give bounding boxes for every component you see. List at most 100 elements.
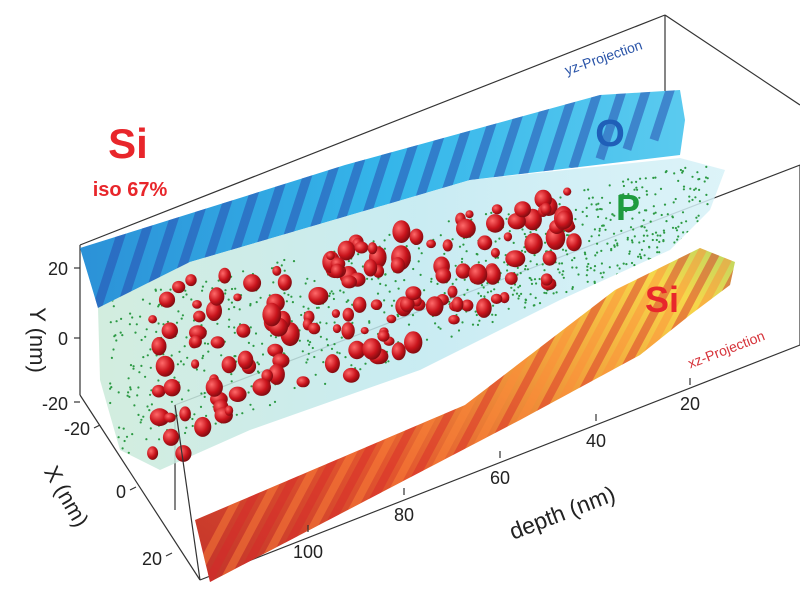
phosphorus-atom	[693, 188, 696, 191]
phosphorus-atom	[566, 234, 569, 237]
phosphorus-atom	[654, 231, 658, 234]
phosphorus-atom	[291, 301, 294, 304]
phosphorus-atom	[663, 231, 666, 234]
phosphorus-atom	[691, 175, 694, 178]
phosphorus-atom	[562, 270, 565, 273]
xz-density-stripe	[533, 267, 621, 421]
si-cluster	[164, 412, 176, 423]
phosphorus-atom	[628, 250, 631, 253]
si-cluster	[404, 331, 423, 354]
phosphorus-atom	[673, 241, 676, 244]
phosphorus-atom	[643, 226, 646, 229]
phosphorus-atom	[252, 344, 255, 347]
depth-tick-label: 20	[680, 394, 700, 414]
si-cluster	[206, 300, 222, 321]
si-cluster	[221, 356, 237, 374]
phosphorus-atom	[623, 196, 627, 199]
phosphorus-atom	[274, 336, 277, 339]
phosphorus-atom	[149, 348, 152, 351]
phosphorus-atom	[383, 239, 386, 242]
phosphorus-atom	[545, 292, 548, 295]
depth-tick-label: 100	[293, 542, 323, 562]
phosphorus-atom	[384, 284, 387, 287]
phosphorus-atom	[534, 296, 537, 299]
yz-density-stripe	[595, 90, 663, 161]
phosphorus-atom	[654, 176, 657, 179]
phosphorus-atom	[234, 287, 237, 290]
phosphorus-atom	[524, 301, 527, 304]
phosphorus-atom	[516, 266, 519, 269]
phosphorus-atom	[651, 238, 654, 242]
yz-density-stripe	[568, 90, 636, 170]
si-cluster	[354, 241, 369, 254]
phosphorus-atom	[466, 288, 469, 291]
phosphorus-atom	[625, 210, 628, 213]
phosphorus-atom	[417, 247, 420, 250]
phosphorus-atom	[700, 241, 703, 244]
phosphorus-atom	[233, 331, 236, 334]
si-cluster	[456, 218, 476, 239]
si-cluster	[556, 210, 573, 230]
si-cluster	[484, 264, 501, 285]
phosphorus-atom	[688, 195, 691, 198]
phosphorus-atom	[619, 194, 622, 197]
phosphorus-atom	[494, 313, 497, 317]
phosphorus-atom	[528, 276, 531, 280]
phosphorus-atom	[524, 264, 527, 268]
phosphorus-atom	[560, 262, 564, 265]
phosphorus-atom	[443, 292, 446, 295]
phosphorus-atom	[630, 181, 633, 184]
phosphorus-atom	[403, 279, 406, 282]
phosphorus-atom	[325, 322, 328, 325]
phosphorus-atom	[142, 356, 145, 359]
phosphorus-atom	[132, 367, 135, 370]
phosphorus-atom	[676, 238, 679, 241]
phosphorus-atom	[121, 447, 124, 450]
si-cluster	[308, 322, 321, 335]
si-cluster	[370, 299, 383, 311]
phosphorus-atom	[326, 344, 329, 347]
phosphorus-atom	[217, 279, 220, 282]
phosphorus-atom	[682, 240, 685, 243]
phosphorus-atom	[506, 269, 509, 272]
phosphorus-atom	[397, 315, 400, 318]
phosphorus-atom	[608, 266, 611, 269]
phosphorus-atom	[162, 323, 165, 326]
phosphorus-atom	[633, 201, 636, 204]
phosphorus-atom	[178, 350, 181, 353]
xz-density-stripe	[575, 248, 663, 399]
si-cluster	[205, 377, 223, 397]
phosphorus-atom	[642, 219, 645, 222]
phosphorus-atom	[269, 334, 273, 337]
si-cluster	[542, 250, 557, 266]
phosphorus-atom	[134, 331, 137, 334]
phosphorus-atom	[523, 232, 526, 236]
phosphorus-atom	[638, 241, 641, 244]
phosphorus-atom	[307, 352, 310, 355]
phosphorus-atom	[484, 213, 488, 216]
phosphorus-atom	[175, 321, 179, 324]
phosphorus-atom	[250, 385, 253, 388]
si-species-label: Si	[108, 120, 148, 167]
phosphorus-atom	[507, 307, 510, 310]
phosphorus-atom	[117, 391, 120, 394]
phosphorus-atom	[139, 315, 142, 318]
phosphorus-atom	[638, 253, 642, 256]
si-cluster	[192, 300, 202, 309]
phosphorus-atom	[524, 299, 528, 302]
phosphorus-atom	[616, 244, 619, 247]
phosphorus-atom	[132, 365, 135, 368]
phosphorus-atom	[138, 371, 141, 374]
phosphorus-atom	[520, 249, 524, 252]
phosphorus-atom	[618, 267, 621, 270]
phosphorus-atom	[439, 234, 442, 237]
si-cluster	[360, 327, 369, 335]
phosphorus-atom	[705, 162, 709, 165]
xz-projection-label: xz-Projection	[686, 327, 767, 371]
phosphorus-atom	[118, 426, 121, 429]
phosphorus-atom	[511, 293, 514, 296]
phosphorus-atom	[287, 293, 290, 296]
phosphorus-atom	[622, 180, 625, 183]
phosphorus-atom	[117, 436, 120, 439]
phosphorus-atom	[270, 267, 274, 270]
